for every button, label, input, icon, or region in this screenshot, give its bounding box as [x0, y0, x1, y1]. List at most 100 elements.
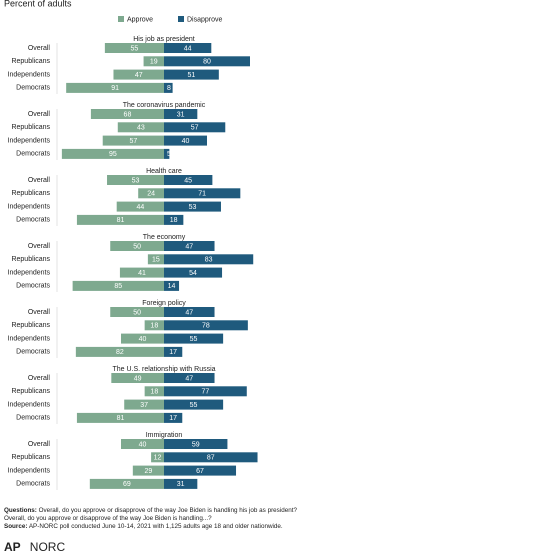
- approve-bar: [121, 333, 164, 344]
- disapprove-bar: [164, 333, 224, 344]
- value-label: 78: [202, 323, 210, 330]
- disapprove-bar: [164, 465, 237, 476]
- approve-bar: [107, 175, 164, 185]
- source-label: Source:: [4, 523, 28, 530]
- value-label: 51: [188, 72, 196, 79]
- value-label: 95: [109, 151, 117, 158]
- row-label: Independents: [8, 269, 51, 276]
- row-label: Independents: [8, 467, 51, 474]
- approve-bar: [116, 201, 164, 212]
- value-label: 50: [133, 243, 141, 250]
- approve-bar: [61, 148, 164, 159]
- legend-label: Approve: [127, 16, 153, 23]
- row-label: Independents: [8, 137, 51, 144]
- value-label: 43: [137, 125, 145, 132]
- row-label: Republicans: [11, 190, 50, 197]
- value-label: 81: [117, 415, 125, 422]
- row-label: Independents: [8, 71, 51, 78]
- approve-bar: [147, 254, 164, 265]
- row-label: Republicans: [11, 256, 50, 263]
- value-label: 87: [207, 455, 215, 462]
- approve-bar: [110, 241, 164, 251]
- value-label: 24: [147, 191, 155, 198]
- value-label: 67: [196, 468, 204, 475]
- disapprove-bar: [164, 148, 170, 159]
- approve-bar: [151, 452, 164, 463]
- disapprove-bar: [164, 386, 247, 397]
- disapprove-bar: [164, 320, 248, 331]
- row-label: Overall: [28, 45, 51, 52]
- approve-bar: [110, 307, 164, 317]
- row-label: Republicans: [11, 322, 50, 329]
- row-label: Independents: [8, 335, 51, 342]
- approve-bar: [124, 399, 164, 410]
- panel-title: His job as president: [133, 36, 195, 43]
- subtitle: Percent of adults: [4, 0, 72, 8]
- value-label: 57: [191, 125, 199, 132]
- value-label: 81: [117, 217, 125, 224]
- row-label: Democrats: [16, 349, 50, 356]
- approve-bar: [66, 82, 164, 93]
- value-label: 49: [134, 375, 142, 382]
- disapprove-bar: [164, 346, 183, 357]
- row-label: Overall: [28, 375, 51, 382]
- disapprove-bar: [164, 109, 198, 119]
- panel-title: Immigration: [146, 432, 183, 439]
- value-label: 85: [114, 283, 122, 290]
- value-label: 41: [138, 270, 146, 277]
- value-label: 53: [132, 177, 140, 184]
- disapprove-bar: [164, 56, 250, 67]
- panel-title: The coronavirus pandemic: [123, 102, 206, 109]
- value-label: 55: [190, 402, 198, 409]
- value-label: 47: [185, 375, 193, 382]
- value-label: 5: [167, 151, 171, 158]
- row-label: Democrats: [16, 151, 50, 158]
- disapprove-bar: [164, 82, 173, 93]
- approve-bar: [76, 412, 164, 423]
- disapprove-bar: [164, 373, 215, 383]
- value-label: 82: [116, 349, 124, 356]
- disapprove-bar: [164, 175, 213, 185]
- logo: AP NORC: [4, 540, 65, 554]
- disapprove-bar: [164, 267, 223, 278]
- disapprove-bar: [164, 478, 198, 489]
- row-label: Republicans: [11, 388, 50, 395]
- row-label: Independents: [8, 203, 51, 210]
- disapprove-bar: [164, 439, 228, 449]
- row-label: Democrats: [16, 415, 50, 422]
- disapprove-bar: [164, 452, 258, 463]
- row-label: Democrats: [16, 85, 50, 92]
- value-label: 53: [189, 204, 197, 211]
- approve-bar: [144, 320, 164, 331]
- value-label: 91: [111, 85, 119, 92]
- value-label: 12: [154, 455, 162, 462]
- approve-bar: [119, 267, 164, 278]
- row-label: Republicans: [11, 58, 50, 65]
- row-label: Democrats: [16, 481, 50, 488]
- row-label: Overall: [28, 441, 51, 448]
- approve-bar: [121, 439, 164, 449]
- disapprove-bar: [164, 399, 224, 410]
- row-label: Overall: [28, 111, 51, 118]
- question: Overall, do you approve or disapprove of…: [4, 515, 212, 522]
- panel-title: Health care: [146, 168, 182, 175]
- value-label: 55: [190, 336, 198, 343]
- disapprove-bar: [164, 254, 254, 265]
- approve-bar: [138, 188, 164, 199]
- value-label: 40: [139, 336, 147, 343]
- row-label: Independents: [8, 401, 51, 408]
- value-label: 68: [124, 111, 132, 118]
- disapprove-bar: [164, 43, 212, 53]
- disapprove-bar: [164, 241, 215, 251]
- value-label: 83: [205, 257, 213, 264]
- source-line: Source: AP-NORC poll conducted June 10-1…: [4, 523, 283, 530]
- value-label: 17: [169, 415, 177, 422]
- value-label: 54: [189, 270, 197, 277]
- value-label: 77: [201, 389, 209, 396]
- question: Overall, do you approve or disapprove of…: [38, 507, 297, 514]
- value-label: 80: [203, 59, 211, 66]
- value-label: 71: [198, 191, 206, 198]
- legend-label: Disapprove: [187, 16, 223, 23]
